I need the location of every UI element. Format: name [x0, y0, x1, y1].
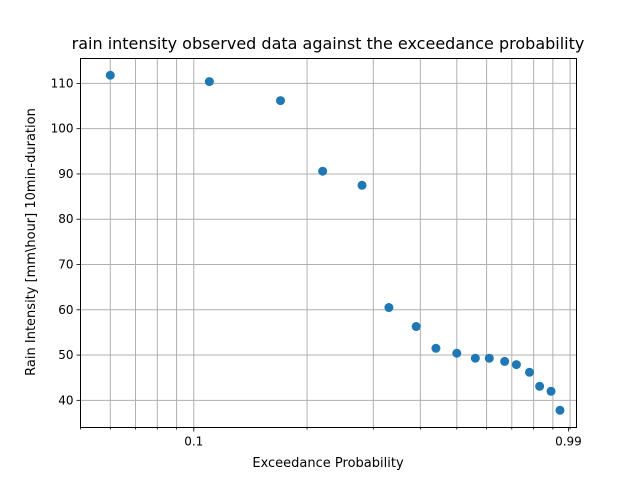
y-tick-label: 100: [51, 122, 74, 136]
chart-title: rain intensity observed data against the…: [72, 34, 585, 53]
data-point: [535, 381, 545, 391]
data-point: [500, 356, 510, 366]
x-tick-label: 0.99: [555, 435, 582, 449]
y-tick-label: 90: [58, 167, 73, 181]
data-point: [546, 386, 556, 396]
y-tick-label: 40: [58, 393, 73, 407]
data-point: [452, 348, 462, 358]
y-tick-label: 70: [58, 258, 73, 272]
y-tick-label: 80: [58, 212, 73, 226]
data-point: [555, 405, 565, 415]
data-point: [204, 77, 214, 87]
data-point: [384, 303, 394, 313]
y-tick-label: 50: [58, 348, 73, 362]
y-tick-label: 110: [51, 76, 74, 90]
data-point: [484, 353, 494, 363]
x-axis-label: Exceedance Probability: [252, 456, 404, 471]
y-axis-label: Rain Intensity [mm\hour] 10min-duration: [24, 108, 39, 376]
data-point: [511, 360, 521, 370]
data-point: [431, 343, 441, 353]
data-point: [318, 166, 328, 176]
data-point: [524, 367, 534, 377]
data-point: [470, 353, 480, 363]
data-point: [276, 96, 286, 106]
data-point: [411, 322, 421, 332]
data-point: [357, 180, 367, 190]
data-point: [105, 70, 115, 80]
x-tick-label: 0.1: [184, 435, 203, 449]
plot-frame: [80, 58, 577, 428]
y-tick-label: 60: [58, 303, 73, 317]
